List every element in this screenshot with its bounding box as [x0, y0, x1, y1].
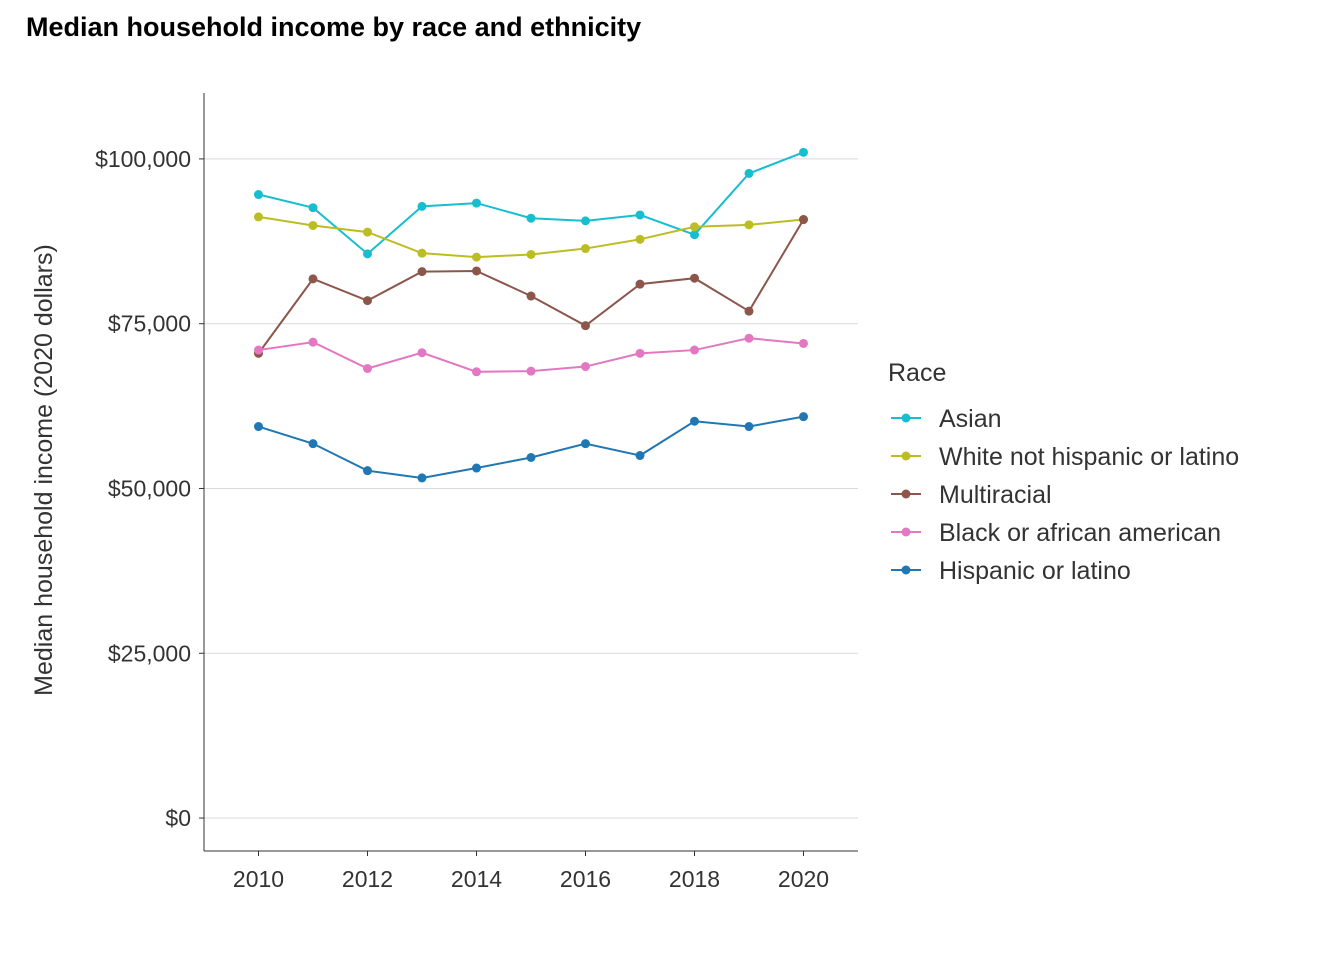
data-point	[472, 252, 481, 262]
data-point	[363, 296, 372, 306]
legend-label: Hispanic or latino	[939, 557, 1131, 585]
data-point	[690, 416, 699, 426]
data-point	[526, 249, 536, 259]
y-axis-label: Median household income (2020 dollars)	[30, 244, 58, 696]
data-point	[635, 234, 645, 244]
data-point	[635, 210, 645, 220]
y-tick-label: $50,000	[108, 475, 191, 501]
x-tick-label: 2016	[560, 866, 611, 892]
legend-item-1: White not hispanic or latino	[891, 443, 1239, 471]
data-point	[581, 244, 590, 254]
data-point	[581, 362, 590, 372]
legend-label: Black or african american	[939, 519, 1221, 547]
data-point	[254, 190, 263, 200]
legend-key-point	[901, 489, 911, 499]
chart-title: Median household income by race and ethn…	[26, 12, 642, 42]
data-point	[635, 279, 645, 289]
data-point	[417, 348, 427, 358]
axes	[199, 93, 858, 856]
data-point	[254, 345, 263, 355]
legend-item-0: Asian	[891, 405, 1002, 433]
data-point	[254, 212, 263, 222]
legend-label: White not hispanic or latino	[939, 443, 1239, 471]
data-point	[799, 215, 808, 225]
legend-key-point	[901, 413, 911, 423]
data-point	[526, 366, 536, 376]
data-point	[799, 412, 808, 422]
data-point	[363, 466, 372, 476]
data-point	[581, 439, 590, 449]
data-point	[581, 216, 590, 226]
data-point	[363, 227, 372, 237]
legend-key-point	[901, 527, 911, 537]
data-point	[308, 274, 318, 284]
data-point	[799, 147, 808, 157]
x-tick-label: 2018	[669, 866, 720, 892]
data-point	[254, 422, 263, 432]
plot-series	[254, 147, 808, 483]
legend-key-point	[901, 451, 911, 461]
legend-key-point	[901, 565, 911, 575]
legend-label: Multiracial	[939, 481, 1052, 509]
data-point	[308, 439, 318, 449]
y-tick-labels: $0 $25,000 $50,000 $75,000 $100,000	[95, 146, 191, 831]
x-tick-label: 2014	[451, 866, 502, 892]
data-point	[472, 198, 481, 208]
series-4	[254, 412, 808, 483]
data-point	[526, 452, 536, 462]
y-tick-label: $0	[165, 805, 191, 831]
gridlines	[204, 158, 858, 819]
data-point	[472, 266, 481, 276]
data-point	[363, 249, 372, 259]
data-point	[417, 201, 427, 211]
data-point	[581, 321, 590, 331]
y-tick-label: $75,000	[108, 311, 191, 337]
series-line	[258, 151, 804, 256]
legend: Race Asian White not hispanic or latino Mu…	[888, 359, 1239, 585]
x-tick-label: 2012	[342, 866, 393, 892]
data-point	[744, 422, 754, 432]
series-line	[258, 415, 804, 479]
series-2	[254, 215, 808, 358]
data-point	[472, 463, 481, 473]
x-tick-labels: 2010 2012 2014 2016 2018 2020	[233, 866, 829, 892]
data-point	[472, 367, 481, 377]
data-point	[799, 338, 808, 348]
legend-label: Asian	[939, 405, 1002, 433]
data-point	[308, 337, 318, 347]
data-point	[526, 213, 536, 223]
data-point	[690, 222, 699, 232]
data-point	[690, 230, 699, 240]
data-point	[308, 203, 318, 213]
series-line	[257, 219, 805, 354]
legend-title: Race	[888, 359, 946, 387]
x-tick-label: 2020	[778, 866, 829, 892]
legend-items: Asian White not hispanic or latino Multira…	[891, 405, 1239, 585]
y-tick-label: $25,000	[108, 640, 191, 666]
x-tick-label: 2010	[233, 866, 284, 892]
data-point	[526, 291, 536, 301]
data-point	[744, 306, 754, 316]
data-point	[690, 345, 699, 355]
series-3	[254, 333, 808, 377]
data-point	[363, 364, 372, 374]
y-tick-label: $100,000	[95, 146, 191, 172]
data-point	[635, 451, 645, 461]
data-point	[417, 267, 427, 277]
legend-item-4: Hispanic or latino	[891, 557, 1131, 585]
data-point	[744, 168, 754, 178]
data-point	[417, 248, 427, 258]
legend-item-3: Black or african american	[891, 519, 1221, 547]
data-point	[744, 220, 754, 230]
legend-item-2: Multiracial	[891, 481, 1052, 509]
data-point	[635, 348, 645, 358]
data-point	[690, 273, 699, 283]
series-0	[254, 147, 808, 259]
data-point	[744, 333, 754, 343]
data-point	[417, 473, 427, 483]
data-point	[308, 220, 318, 230]
